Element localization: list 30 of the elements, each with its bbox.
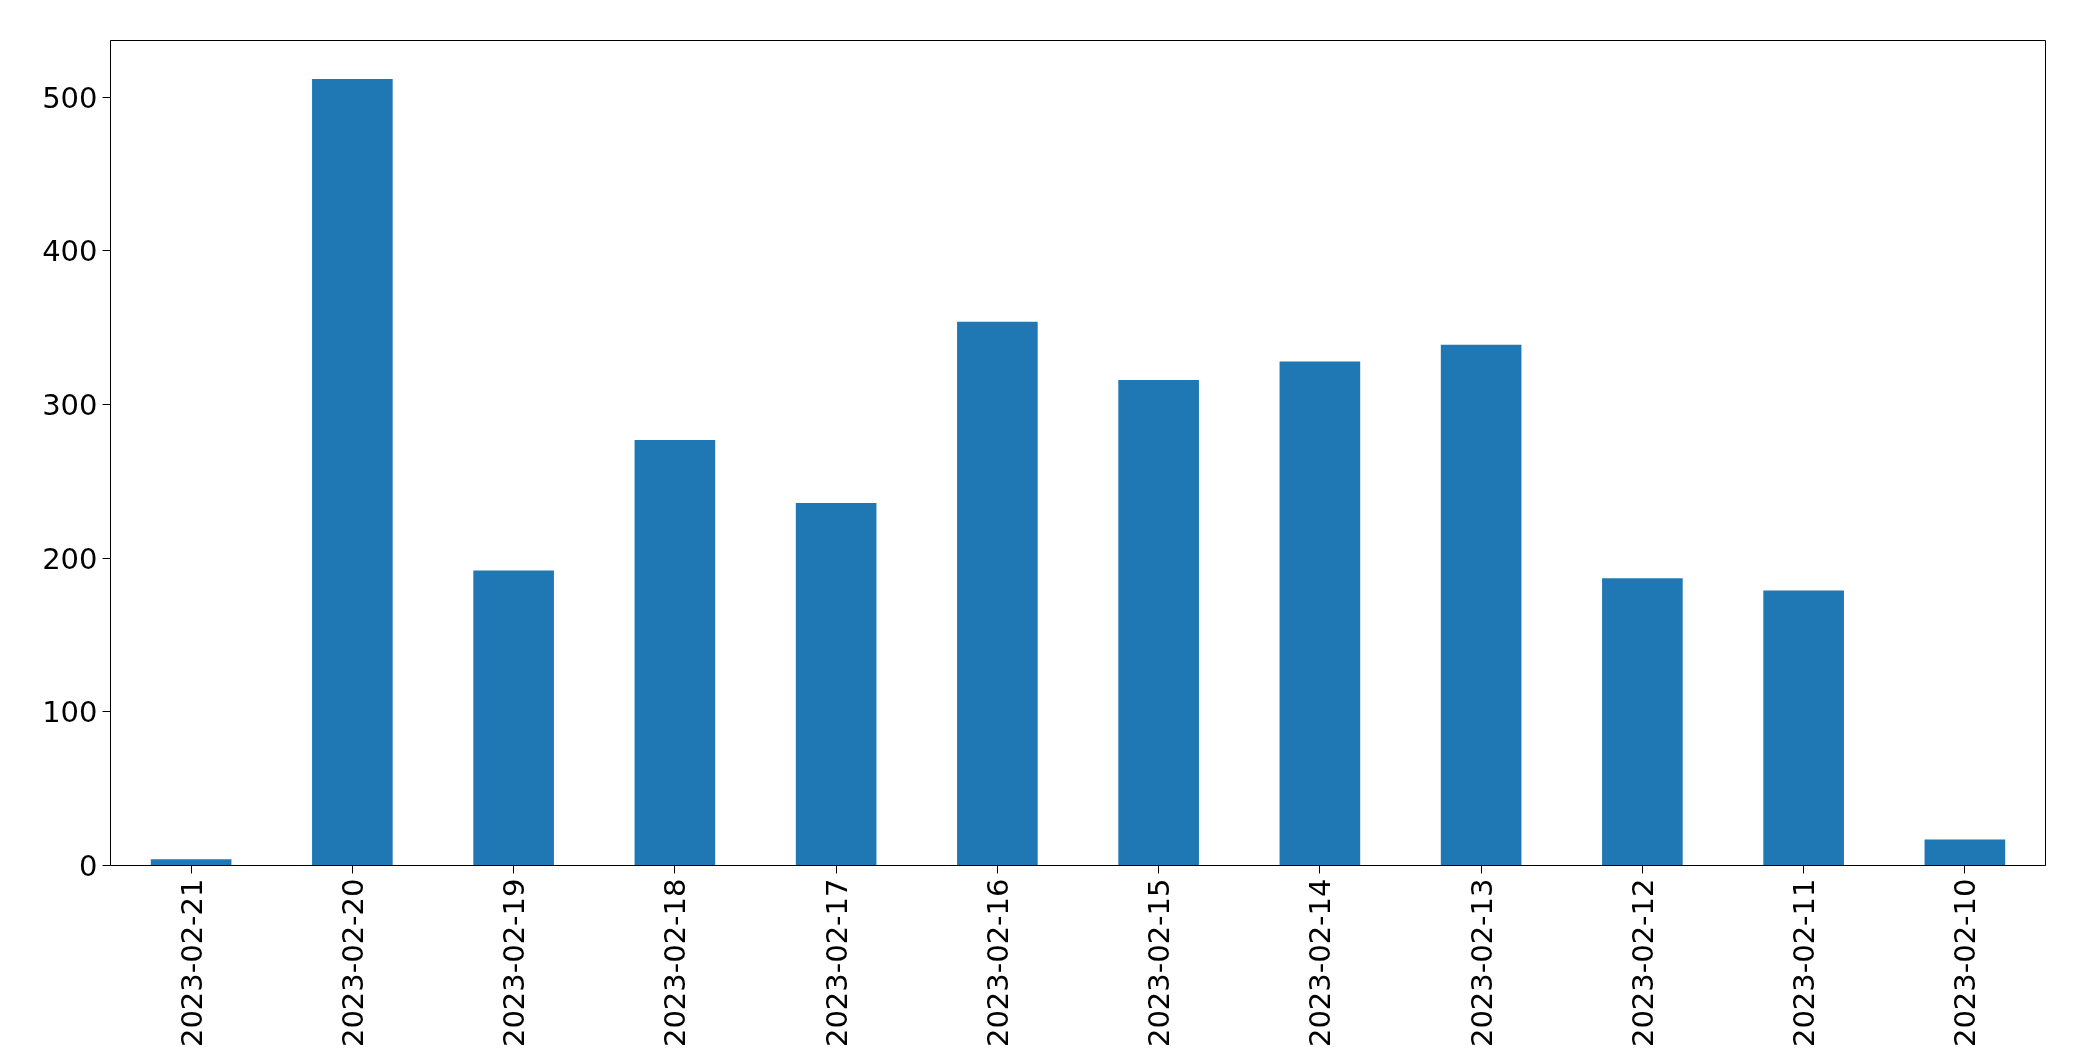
y-tick-label: 200: [42, 541, 98, 576]
x-tick-label: 2023-02-20: [335, 878, 370, 1048]
bar: [957, 321, 1038, 866]
bar: [312, 78, 393, 866]
y-tick-label: 100: [42, 695, 98, 730]
x-tick-label: 2023-02-12: [1625, 878, 1660, 1048]
y-tick-label: 500: [42, 80, 98, 115]
y-tick-label: 300: [42, 388, 98, 423]
x-tick-label: 2023-02-16: [980, 878, 1015, 1048]
x-tick-label: 2023-02-13: [1464, 878, 1499, 1048]
x-tick-label: 2023-02-21: [174, 878, 209, 1048]
bar: [1924, 839, 2006, 866]
bar: [1602, 578, 1683, 866]
x-tick-label: 2023-02-11: [1787, 878, 1822, 1048]
y-tick-label: 400: [42, 234, 98, 269]
y-tick-label: 0: [79, 849, 98, 883]
x-tick-label: 2023-02-18: [658, 878, 693, 1048]
bar: [150, 859, 232, 866]
bar: [1763, 590, 1844, 866]
x-tick-label: 2023-02-15: [1142, 878, 1177, 1048]
bar: [795, 502, 877, 866]
bar: [1440, 344, 1522, 866]
bar: [1279, 361, 1361, 866]
bar: [1118, 380, 1199, 866]
x-tick-label: 2023-02-19: [497, 878, 532, 1048]
x-tick-label: 2023-02-17: [819, 878, 854, 1048]
x-tick-label: 2023-02-14: [1303, 878, 1338, 1048]
x-tick-label: 2023-02-10: [1948, 878, 1983, 1048]
bar: [634, 439, 716, 866]
bar: [473, 570, 554, 866]
